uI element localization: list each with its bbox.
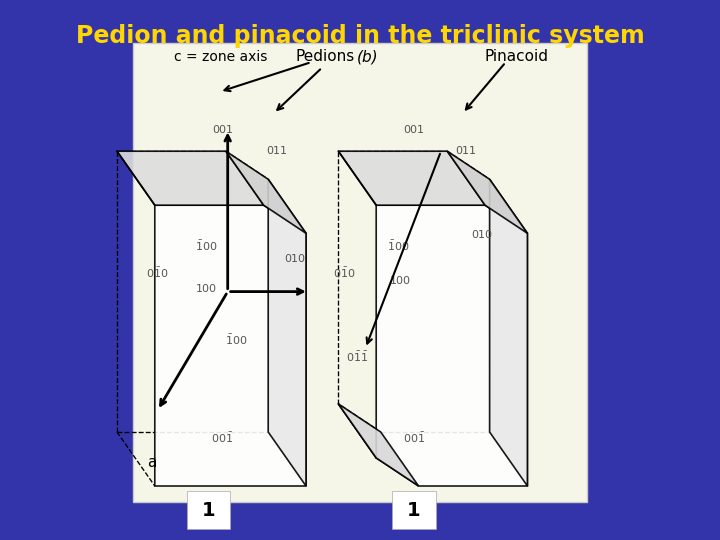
Text: 0$\bar{1}$0: 0$\bar{1}$0 [333,266,355,280]
Text: 001: 001 [212,125,233,134]
Polygon shape [268,179,306,486]
Text: 0$\bar{1}$0: 0$\bar{1}$0 [146,266,168,280]
Text: 011: 011 [455,146,476,156]
Text: 010: 010 [471,230,492,240]
Text: c = zone axis: c = zone axis [174,50,267,64]
Polygon shape [338,151,485,205]
Text: Pinacoid: Pinacoid [484,49,548,64]
Bar [187,491,230,529]
Polygon shape [226,151,306,233]
Text: a: a [147,455,156,470]
Text: Pedions: Pedions [295,49,354,64]
Text: 00$\bar{1}$: 00$\bar{1}$ [211,430,233,444]
Bar [133,43,587,502]
Text: $\bar{1}$00: $\bar{1}$00 [225,333,247,347]
Polygon shape [376,205,527,486]
Text: 010: 010 [284,254,306,264]
Polygon shape [490,179,527,486]
Text: 00$\bar{1}$: 00$\bar{1}$ [403,430,425,444]
Text: Pedion and pinacoid in the triclinic system: Pedion and pinacoid in the triclinic sys… [76,24,644,48]
Text: 011: 011 [266,146,287,156]
Text: 1: 1 [408,501,420,520]
Text: 001: 001 [403,125,425,134]
Text: 100: 100 [196,284,217,294]
Text: 0$\bar{1}\bar{1}$: 0$\bar{1}\bar{1}$ [346,349,369,363]
Text: $\bar{1}$00: $\bar{1}$00 [387,239,409,253]
Text: 1: 1 [202,501,215,520]
Polygon shape [117,151,264,205]
Text: (b): (b) [357,49,379,64]
Polygon shape [447,151,527,233]
Text: 100: 100 [390,276,411,286]
Text: $\bar{1}$00: $\bar{1}$00 [195,239,217,253]
Polygon shape [338,404,418,486]
Polygon shape [155,205,306,486]
Bar [392,491,436,529]
